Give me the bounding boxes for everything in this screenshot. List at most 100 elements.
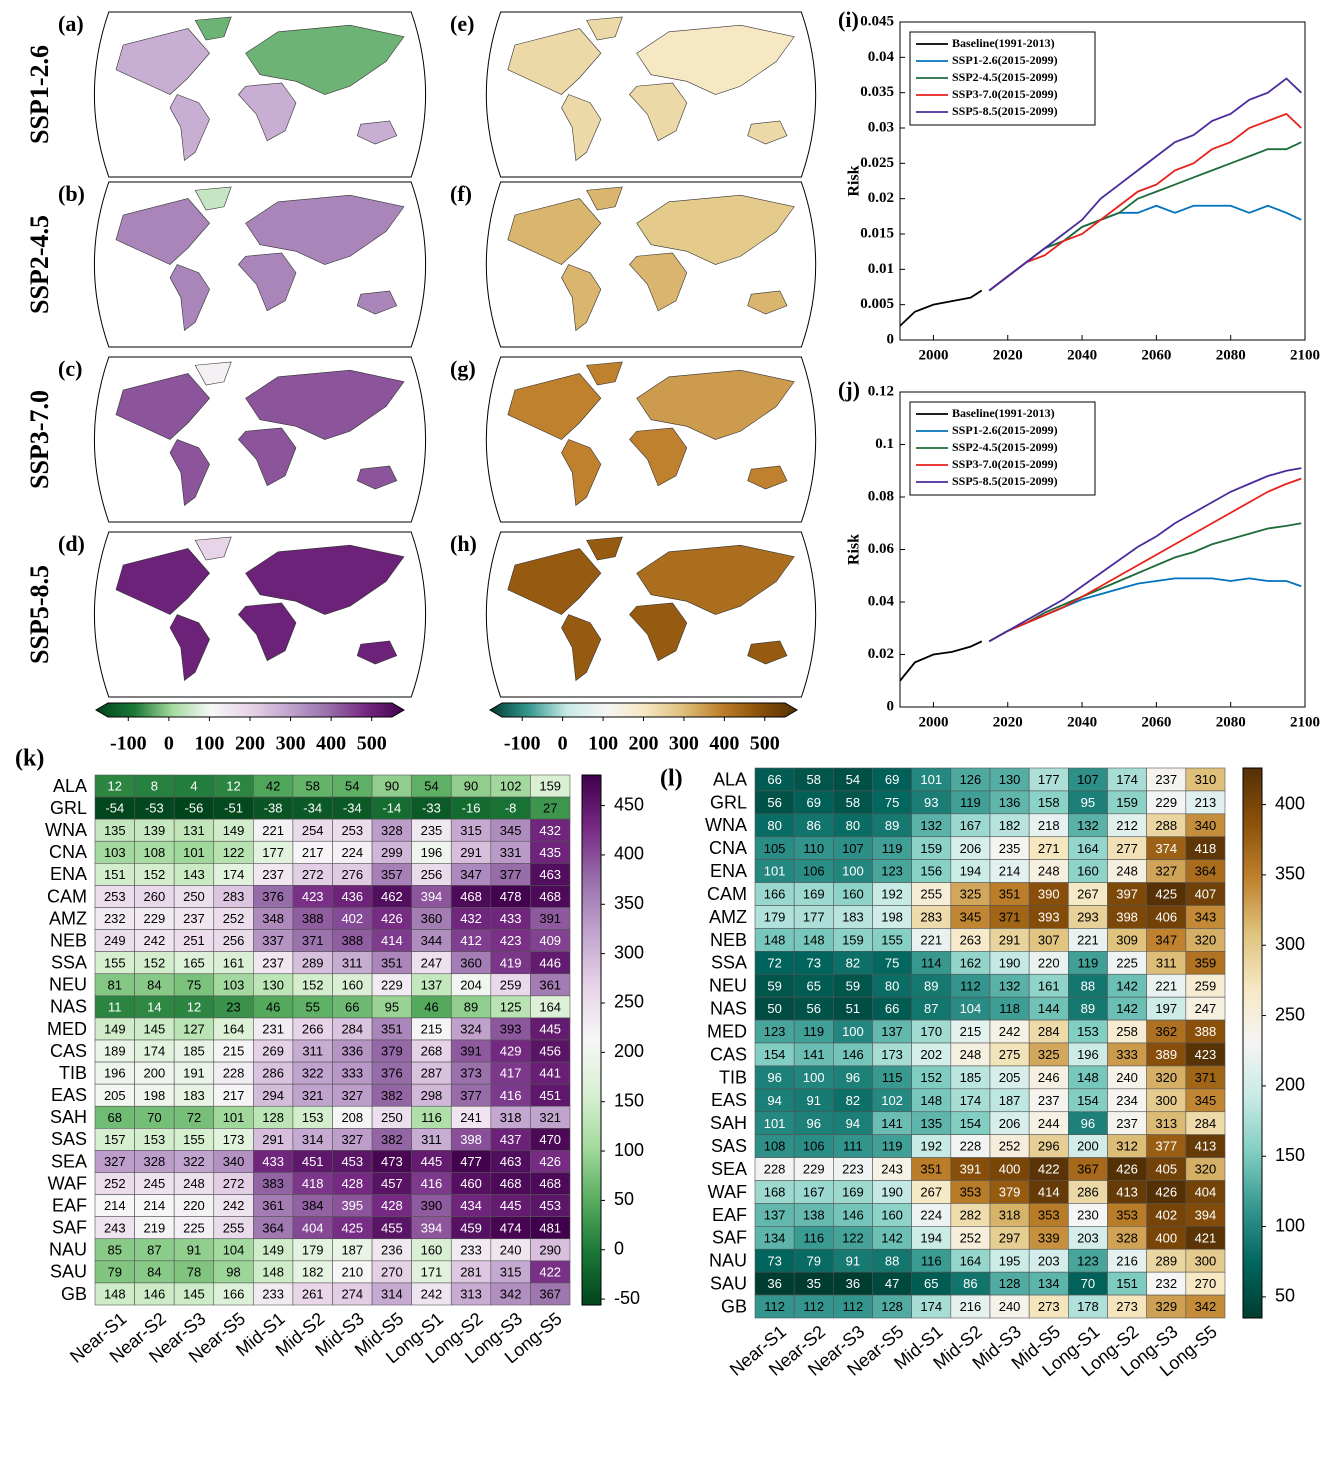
cell-label: 373 <box>460 1066 482 1081</box>
cell-label: 151 <box>1116 1276 1138 1291</box>
cell-label: 119 <box>1078 955 1099 970</box>
cell-label: 148 <box>1077 1070 1099 1085</box>
cell-label: 218 <box>1038 818 1060 833</box>
cell-label: 309 <box>1116 932 1138 947</box>
cell-label: 81 <box>108 977 122 992</box>
cell-label: 192 <box>920 1139 942 1154</box>
cell-label: 235 <box>999 841 1021 856</box>
cell-label: 219 <box>144 1220 166 1235</box>
cell-label: 119 <box>960 795 981 810</box>
row-label: NEU <box>709 976 747 996</box>
cell-label: 229 <box>144 911 166 926</box>
cell-label: 94 <box>846 1116 860 1131</box>
cell-label: 138 <box>803 1207 825 1222</box>
cell-label: 417 <box>500 1066 522 1081</box>
cell-label: 333 <box>341 1066 363 1081</box>
legend-label: SSP5-8.5(2015-2099) <box>952 104 1058 118</box>
cell-label: -16 <box>462 801 481 816</box>
colorbar-tick-label: 200 <box>1275 1075 1305 1095</box>
cell-label: 402 <box>341 911 363 926</box>
cell-label: 275 <box>999 1047 1021 1062</box>
cell-label: 243 <box>881 1162 903 1177</box>
cell-label: 134 <box>1038 1276 1060 1291</box>
cell-label: 112 <box>803 1299 824 1314</box>
cell-label: 221 <box>1155 978 1177 993</box>
cell-label: 413 <box>1116 1185 1138 1200</box>
cell-label: 148 <box>262 1264 284 1279</box>
cell-label: 185 <box>183 1044 205 1059</box>
cell-label: 232 <box>1155 1276 1177 1291</box>
cell-label: 250 <box>183 889 205 904</box>
cell-label: 340 <box>223 1154 245 1169</box>
cell-label: 242 <box>999 1024 1021 1039</box>
cell-label: 90 <box>464 779 478 794</box>
cell-label: 101 <box>183 845 205 860</box>
cell-label: 206 <box>999 1116 1021 1131</box>
cell-label: 155 <box>183 1132 205 1147</box>
cell-label: 102 <box>500 779 522 794</box>
legend-label: Baseline(1991-2013) <box>952 36 1055 50</box>
cell-label: 146 <box>144 1287 166 1302</box>
cell-label: 179 <box>302 1242 324 1257</box>
cell-label: 460 <box>460 1176 482 1191</box>
cell-label: 451 <box>539 1088 561 1103</box>
colorbar-tick-label: 450 <box>614 794 644 814</box>
cell-label: 233 <box>262 1287 284 1302</box>
cell-label: 297 <box>999 1230 1021 1245</box>
cell-label: 46 <box>266 999 280 1014</box>
cell-label: 126 <box>960 772 982 787</box>
cell-label: 164 <box>1077 841 1099 856</box>
row-label: CAM <box>707 884 747 904</box>
cell-label: 50 <box>767 1001 781 1016</box>
x-tick-label: 2060 <box>1141 714 1171 730</box>
row-label: CAM <box>47 886 87 906</box>
colorbar-tick-label: 0 <box>558 733 568 755</box>
cell-label: 328 <box>1116 1230 1138 1245</box>
cell-label: 93 <box>924 795 938 810</box>
cell-label: 169 <box>803 887 825 902</box>
cell-label: 122 <box>842 1230 864 1245</box>
cell-label: 111 <box>843 1139 863 1154</box>
cell-label: 130 <box>262 977 284 992</box>
cell-label: 298 <box>421 1088 443 1103</box>
cell-label: 327 <box>104 1154 126 1169</box>
cell-label: 174 <box>960 1093 982 1108</box>
cell-label: 84 <box>147 977 161 992</box>
y-tick-label: 0.02 <box>868 646 894 662</box>
cell-label: 300 <box>1155 1093 1177 1108</box>
row-label: NAU <box>709 1251 747 1271</box>
cell-label: 75 <box>885 955 899 970</box>
legend-label: SSP2-4.5(2015-2099) <box>952 440 1058 454</box>
cell-label: 91 <box>187 1242 201 1257</box>
cell-label: 246 <box>1038 1070 1060 1085</box>
cell-label: 68 <box>108 1110 122 1125</box>
colorbar <box>490 703 797 717</box>
y-tick-label: 0.1 <box>875 436 894 452</box>
cell-label: 119 <box>882 1139 903 1154</box>
cell-label: 174 <box>1116 772 1138 787</box>
cell-label: 269 <box>262 1044 284 1059</box>
cell-label: 69 <box>885 772 899 787</box>
x-tick-label: 2000 <box>918 347 948 363</box>
cell-label: 423 <box>500 933 522 948</box>
colorbar-tick-label: 100 <box>194 733 224 755</box>
cell-label: 153 <box>302 1110 324 1125</box>
row-label: ENA <box>710 861 747 881</box>
cell-label: -33 <box>422 801 441 816</box>
cell-label: 418 <box>1195 841 1217 856</box>
cell-label: 237 <box>1116 1116 1138 1131</box>
colorbar <box>1243 768 1262 1318</box>
cell-label: 190 <box>881 1185 903 1200</box>
cell-label: 339 <box>1038 1230 1060 1245</box>
cell-label: 132 <box>999 978 1021 993</box>
cell-label: 185 <box>960 1070 982 1085</box>
cell-label: 445 <box>500 1198 522 1213</box>
cell-label: 457 <box>381 1176 403 1191</box>
cell-label: 160 <box>421 1242 443 1257</box>
cell-label: 283 <box>920 910 942 925</box>
cell-label: 322 <box>302 1066 324 1081</box>
cell-label: 432 <box>460 911 482 926</box>
cell-label: 69 <box>807 795 821 810</box>
cell-label: 187 <box>999 1093 1021 1108</box>
x-tick-label: 2080 <box>1216 714 1246 730</box>
